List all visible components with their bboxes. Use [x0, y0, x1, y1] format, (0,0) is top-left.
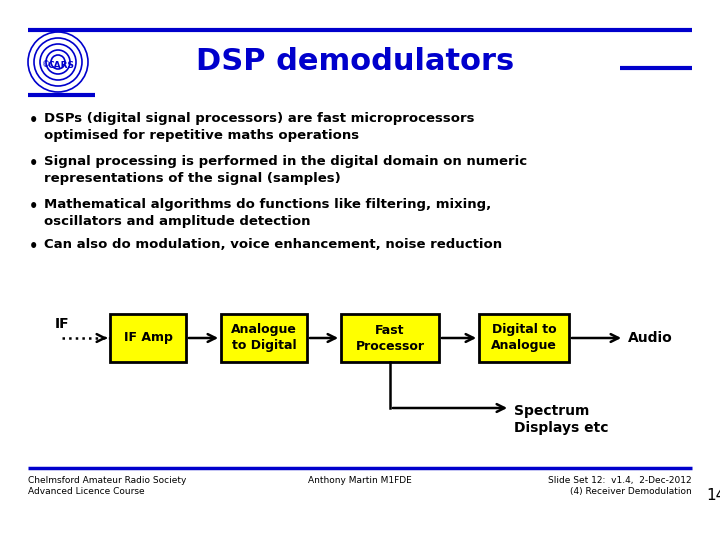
Text: •: •	[29, 199, 38, 214]
Text: Fast
Processor: Fast Processor	[356, 323, 425, 353]
FancyBboxPatch shape	[479, 314, 569, 362]
Text: •: •	[29, 239, 38, 254]
Text: Digital to
Analogue: Digital to Analogue	[491, 323, 557, 353]
Text: Slide Set 12:  v1.4,  2-Dec-2012
(4) Receiver Demodulation: Slide Set 12: v1.4, 2-Dec-2012 (4) Recei…	[549, 476, 692, 496]
Text: IF Amp: IF Amp	[124, 332, 172, 345]
FancyBboxPatch shape	[110, 314, 186, 362]
Text: •: •	[29, 156, 38, 171]
Text: Anthony Martin M1FDE: Anthony Martin M1FDE	[308, 476, 412, 485]
Text: Chelmsford Amateur Radio Society
Advanced Licence Course: Chelmsford Amateur Radio Society Advance…	[28, 476, 186, 496]
Text: Audio: Audio	[628, 331, 672, 345]
FancyBboxPatch shape	[341, 314, 439, 362]
Text: DSPs (digital signal processors) are fast microprocessors
optimised for repetiti: DSPs (digital signal processors) are fas…	[44, 112, 474, 142]
Text: ©: ©	[42, 60, 50, 70]
Text: CARS: CARS	[48, 60, 74, 70]
Text: 14: 14	[706, 488, 720, 503]
Text: Mathematical algorithms do functions like filtering, mixing,
oscillators and amp: Mathematical algorithms do functions lik…	[44, 198, 491, 228]
Text: DSP demodulators: DSP demodulators	[196, 48, 514, 77]
Text: Signal processing is performed in the digital domain on numeric
representations : Signal processing is performed in the di…	[44, 155, 527, 185]
Text: Spectrum
Displays etc: Spectrum Displays etc	[514, 404, 608, 435]
Text: Can also do modulation, voice enhancement, noise reduction: Can also do modulation, voice enhancemen…	[44, 238, 502, 251]
Text: •: •	[29, 113, 38, 128]
Text: Analogue
to Digital: Analogue to Digital	[231, 323, 297, 353]
Text: IF: IF	[55, 317, 70, 331]
FancyBboxPatch shape	[221, 314, 307, 362]
